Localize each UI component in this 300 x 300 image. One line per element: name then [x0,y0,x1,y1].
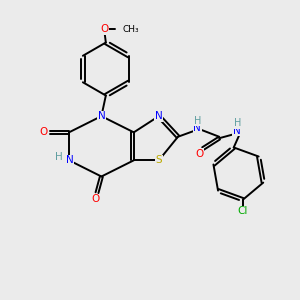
Text: Cl: Cl [238,206,248,216]
Text: N: N [155,111,163,121]
Text: N: N [193,123,201,133]
Text: H: H [234,118,241,128]
Text: O: O [92,194,100,204]
Text: H: H [194,116,201,126]
Text: N: N [98,111,105,121]
Text: O: O [39,127,47,137]
Text: S: S [155,155,162,165]
Text: N: N [66,155,74,165]
Text: CH₃: CH₃ [122,25,139,34]
Text: N: N [233,126,241,136]
Text: O: O [100,24,109,34]
Text: O: O [195,149,204,159]
Text: H: H [55,152,63,162]
